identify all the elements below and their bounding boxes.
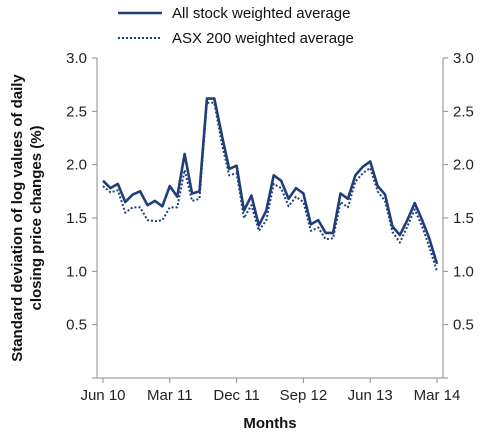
- y-tick-label-left: 3.0: [66, 50, 87, 67]
- x-tick-label: Dec 11: [213, 387, 259, 404]
- x-tick-label: Jun 10: [80, 387, 125, 404]
- y-tick-label-left: 1.5: [66, 210, 87, 227]
- y-tick-label-right: 2.0: [453, 157, 474, 174]
- series-layer: [102, 97, 439, 272]
- y-tick-label-left: 2.0: [66, 157, 87, 174]
- x-tick-label: Mar 14: [414, 387, 461, 404]
- y-axis-title-line: closing price changes (%): [28, 125, 45, 310]
- y-tick-label-right: 3.0: [453, 50, 474, 67]
- x-tick-label: Mar 11: [147, 387, 193, 404]
- axes: 0.5 0.5 1.0 1.0 1.5 1.5 2.0 2.0 2.5 2.5 3.0 3.0 Jun …: [66, 50, 474, 404]
- y-tick-label-left: 2.5: [66, 103, 87, 120]
- x-tick-label: Jun 13: [348, 387, 393, 404]
- y-tick-label-right: 0.5: [453, 317, 474, 334]
- y-tick-label-left: 0.5: [66, 317, 87, 334]
- y-axis-title: Standard deviation of log values of dail…: [9, 74, 45, 362]
- y-tick-label-left: 1.0: [66, 263, 87, 280]
- legend-label: ASX 200 weighted average: [172, 30, 354, 47]
- x-axis-title: Months: [243, 415, 296, 432]
- y-tick-label-right: 2.5: [453, 103, 474, 120]
- y-tick-label-right: 1.0: [453, 263, 474, 280]
- axis-titles: Months Standard deviation of log values o…: [9, 74, 297, 432]
- legend-label: All stock weighted average: [172, 5, 350, 22]
- y-axis-title-line: Standard deviation of log values of dail…: [9, 74, 26, 362]
- y-tick-label-right: 1.5: [453, 210, 474, 227]
- x-tick-label: Sep 12: [280, 387, 328, 404]
- series-line-all-stock: [102, 97, 439, 265]
- legend: All stock weighted average ASX 200 weight…: [118, 5, 354, 47]
